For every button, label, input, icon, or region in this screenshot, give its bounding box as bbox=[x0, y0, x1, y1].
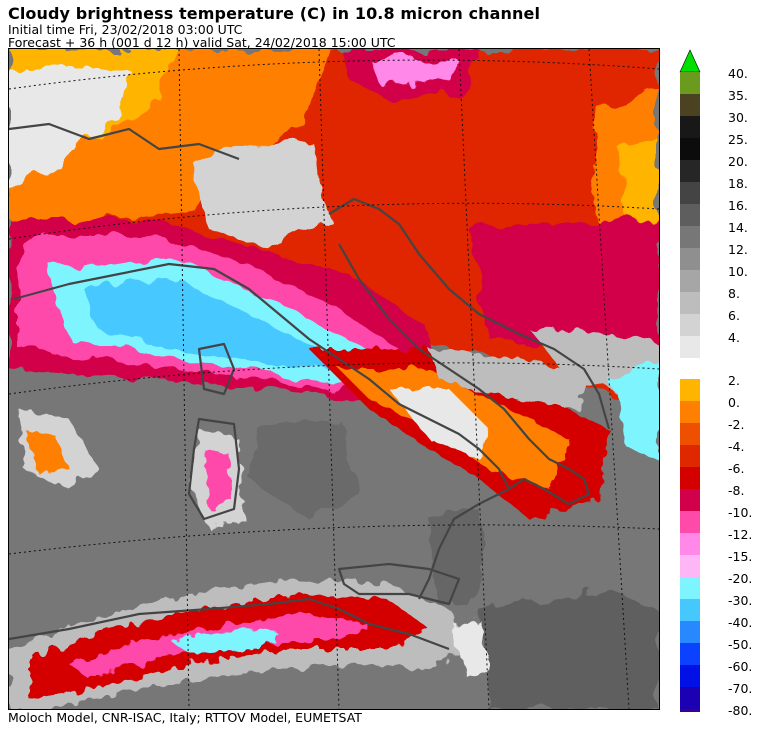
italy-coast bbox=[13, 262, 511, 600]
africa-coast bbox=[9, 597, 450, 651]
satellite-map bbox=[8, 48, 660, 710]
africa-cloud-band bbox=[9, 579, 489, 709]
legend-label: -80. bbox=[728, 703, 753, 718]
legend-swatch bbox=[680, 555, 700, 577]
legend-swatch bbox=[680, 292, 700, 314]
legend-swatch bbox=[680, 401, 700, 423]
legend-label: -50. bbox=[728, 637, 753, 652]
legend-max-arrow bbox=[679, 49, 701, 73]
model-credit: Moloch Model, CNR-ISAC, Italy; RTTOV Mod… bbox=[8, 710, 362, 725]
legend-label: 6. bbox=[728, 308, 740, 323]
legend-swatch bbox=[680, 379, 700, 401]
legend-swatch bbox=[680, 336, 700, 358]
legend-label: 0. bbox=[728, 395, 740, 410]
legend-label: 35. bbox=[728, 88, 748, 103]
legend-swatch bbox=[680, 204, 700, 226]
legend-swatch bbox=[680, 665, 700, 687]
corsica-coast bbox=[197, 342, 236, 396]
legend-swatch bbox=[680, 643, 700, 665]
legend-label: -60. bbox=[728, 659, 753, 674]
legend-swatch bbox=[680, 467, 700, 489]
legend-swatch bbox=[680, 270, 700, 292]
coastlines bbox=[9, 122, 611, 651]
legend-label: -10. bbox=[728, 505, 753, 520]
legend-label: 10. bbox=[728, 264, 748, 279]
legend-label: -30. bbox=[728, 593, 753, 608]
legend-swatch bbox=[680, 533, 700, 555]
legend-label: -2. bbox=[728, 417, 745, 432]
legend-swatch bbox=[680, 621, 700, 643]
legend-swatch bbox=[680, 248, 700, 270]
legend-swatch bbox=[680, 687, 700, 709]
color-legend: 40. 35. 30. 25. 20. 18. 16. 14. 12. 10. 8. 6. 4. 2. 0.… bbox=[678, 48, 758, 731]
legend-swatch bbox=[680, 116, 700, 138]
sardinia-coast bbox=[187, 417, 241, 521]
lat-lon-grid bbox=[9, 49, 659, 709]
legend-label: -12. bbox=[728, 527, 753, 542]
legend-swatches bbox=[679, 49, 701, 731]
darker-surface-patches bbox=[249, 419, 659, 709]
legend-swatch bbox=[680, 160, 700, 182]
initial-time-label: Initial time Fri, 23/02/2018 03:00 UTC bbox=[8, 22, 243, 37]
legend-label: 30. bbox=[728, 110, 748, 125]
legend-swatch bbox=[680, 423, 700, 445]
adriatic-coast-east bbox=[328, 197, 611, 430]
legend-swatch bbox=[680, 445, 700, 467]
map-title: Cloudy brightness temperature (C) in 10.… bbox=[8, 4, 541, 23]
legend-label: 2. bbox=[728, 373, 740, 388]
legend-label: 25. bbox=[728, 132, 748, 147]
legend-swatch bbox=[680, 314, 700, 336]
adriatic-coast-west bbox=[338, 243, 591, 506]
legend-swatch bbox=[680, 138, 700, 160]
sicily-coast bbox=[337, 562, 461, 606]
legend-label: 20. bbox=[728, 154, 748, 169]
legend-swatch bbox=[680, 489, 700, 511]
legend-label: 12. bbox=[728, 242, 748, 257]
legend-label: -6. bbox=[728, 461, 745, 476]
legend-swatch bbox=[680, 226, 700, 248]
legend-label: -20. bbox=[728, 571, 753, 586]
legend-swatch bbox=[680, 72, 700, 94]
alpine-lakes bbox=[9, 122, 240, 161]
legend-label: 18. bbox=[728, 176, 748, 191]
legend-swatch bbox=[680, 577, 700, 599]
legend-label: -4. bbox=[728, 439, 745, 454]
legend-label: 40. bbox=[728, 66, 748, 81]
legend-label: -40. bbox=[728, 615, 753, 630]
legend-label: -8. bbox=[728, 483, 745, 498]
forecast-valid-label: Forecast + 36 h (001 d 12 h) valid Sat, … bbox=[8, 35, 396, 50]
legend-label: -70. bbox=[728, 681, 753, 696]
legend-swatch bbox=[680, 709, 700, 731]
legend-swatch bbox=[680, 511, 700, 533]
legend-label: -15. bbox=[728, 549, 753, 564]
legend-label: 16. bbox=[728, 198, 748, 213]
legend-swatch bbox=[680, 182, 700, 204]
legend-label: 8. bbox=[728, 286, 740, 301]
legend-swatch bbox=[680, 94, 700, 116]
legend-swatch bbox=[680, 599, 700, 621]
legend-label: 14. bbox=[728, 220, 748, 235]
legend-label: 4. bbox=[728, 330, 740, 345]
